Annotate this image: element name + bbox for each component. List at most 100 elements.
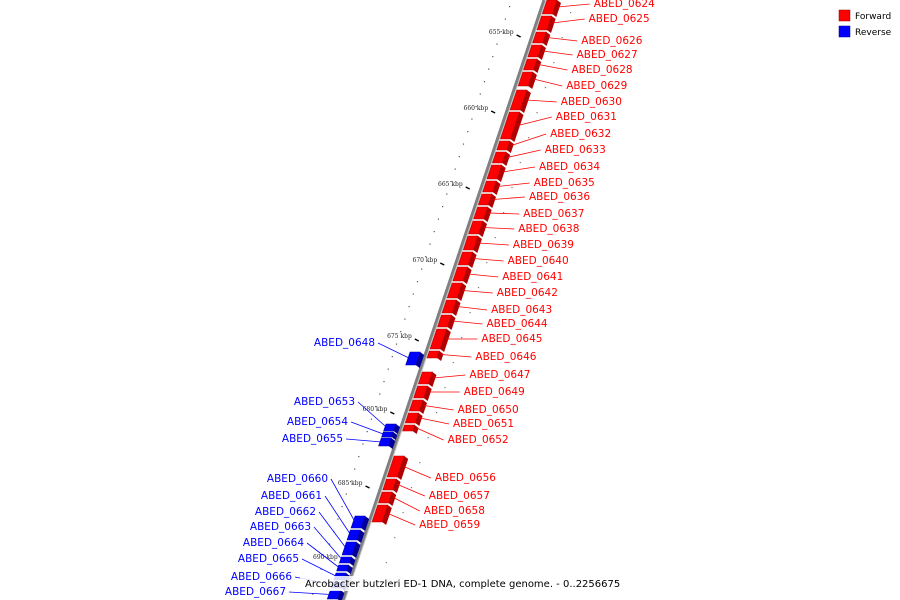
forward-gene[interactable]	[477, 193, 496, 208]
reverse-gene-label[interactable]: ABED_0662	[255, 506, 316, 518]
gene-side	[392, 479, 401, 493]
forward-gene[interactable]	[532, 31, 551, 46]
reverse-gene-label[interactable]: ABED_0661	[261, 490, 322, 502]
reverse-gene[interactable]	[341, 541, 361, 558]
forward-gene-label[interactable]: ABED_0641	[502, 271, 563, 283]
forward-gene-label[interactable]: ABED_0642	[497, 287, 558, 299]
reverse-gene-label[interactable]: ABED_0654	[287, 416, 348, 428]
forward-gene-label[interactable]: ABED_0634	[539, 161, 600, 173]
forward-gene-label[interactable]: ABED_0651	[453, 418, 514, 430]
forward-gene[interactable]	[541, 0, 561, 17]
forward-gene-label[interactable]: ABED_0636	[529, 191, 590, 203]
forward-gene[interactable]	[386, 455, 409, 480]
reverse-gene-label[interactable]: ABED_0665	[238, 553, 299, 565]
reverse-gene[interactable]	[383, 423, 400, 434]
forward-gene[interactable]	[509, 89, 531, 113]
reverse-gene[interactable]	[338, 556, 356, 566]
forward-gene[interactable]	[426, 350, 444, 361]
forward-gene[interactable]	[486, 164, 506, 182]
minor-tick-dot	[387, 368, 389, 370]
gene-side	[497, 165, 506, 182]
forward-gene-label[interactable]: ABED_0625	[589, 13, 650, 25]
forward-gene[interactable]	[457, 251, 477, 268]
forward-gene[interactable]	[523, 58, 542, 73]
minor-tick-dots	[312, 6, 572, 595]
forward-gene-label[interactable]: ABED_0640	[508, 255, 569, 267]
forward-gene[interactable]	[417, 371, 437, 387]
reverse-gene[interactable]	[326, 589, 345, 600]
forward-gene-label[interactable]: ABED_0643	[491, 304, 552, 316]
forward-gene[interactable]	[473, 206, 492, 222]
forward-gene[interactable]	[441, 299, 461, 316]
forward-gene-label[interactable]: ABED_0632	[550, 128, 611, 140]
forward-gene[interactable]	[404, 412, 423, 426]
reverse-gene[interactable]	[381, 431, 398, 440]
forward-gene-label[interactable]: ABED_0628	[572, 64, 633, 76]
forward-gene-label[interactable]: ABED_0650	[458, 404, 519, 416]
forward-gene-label[interactable]: ABED_0657	[429, 490, 490, 502]
reverse-gene-label[interactable]: ABED_0653	[294, 396, 355, 408]
forward-gene-label[interactable]: ABED_0631	[556, 111, 617, 123]
forward-gene-label[interactable]: ABED_0637	[523, 208, 584, 220]
forward-gene[interactable]	[446, 282, 467, 301]
forward-gene-label[interactable]: ABED_0627	[577, 49, 638, 61]
forward-gene[interactable]	[536, 15, 556, 33]
forward-gene-label[interactable]: ABED_0638	[518, 223, 579, 235]
gene-side	[483, 207, 492, 222]
minor-tick-dot	[467, 131, 469, 133]
reverse-gene-label[interactable]: ABED_0667	[225, 586, 286, 598]
gene-side	[419, 400, 427, 414]
reverse-gene-label[interactable]: ABED_0648	[314, 337, 375, 349]
reverse-gene[interactable]	[350, 515, 370, 531]
forward-gene-label[interactable]: ABED_0659	[419, 519, 480, 531]
forward-gene-label[interactable]: ABED_0658	[424, 505, 485, 517]
forward-gene-label[interactable]: ABED_0639	[513, 239, 574, 251]
forward-gene-label[interactable]: ABED_0645	[481, 333, 542, 345]
reverse-gene[interactable]	[346, 529, 365, 543]
forward-gene[interactable]	[527, 44, 546, 60]
forward-gene[interactable]	[482, 180, 501, 195]
forward-gene[interactable]	[517, 71, 537, 89]
reverse-gene-label[interactable]: ABED_0664	[243, 537, 304, 549]
forward-gene[interactable]	[413, 385, 432, 401]
tick-mark	[439, 262, 445, 266]
forward-gene[interactable]	[437, 314, 456, 330]
forward-gene[interactable]	[429, 328, 451, 352]
forward-gene[interactable]	[496, 140, 514, 153]
forward-gene-label[interactable]: ABED_0656	[435, 472, 496, 484]
forward-gene-label[interactable]: ABED_0635	[534, 177, 595, 189]
minor-tick-dot	[421, 268, 423, 270]
forward-gene[interactable]	[468, 220, 487, 237]
forward-gene-label[interactable]: ABED_0644	[487, 318, 548, 330]
reverse-gene[interactable]	[405, 351, 425, 368]
gene-side	[361, 516, 370, 531]
forward-gene-label[interactable]: ABED_0646	[475, 351, 536, 363]
reverse-gene-label[interactable]: ABED_0666	[231, 571, 292, 583]
forward-gene[interactable]	[462, 235, 482, 253]
forward-gene[interactable]	[371, 504, 392, 525]
forward-gene-label[interactable]: ABED_0652	[448, 434, 509, 446]
forward-gene-label[interactable]: ABED_0633	[545, 144, 606, 156]
forward-gene[interactable]	[402, 424, 419, 434]
gene-side	[346, 565, 353, 574]
reverse-gene-label[interactable]: ABED_0663	[250, 521, 311, 533]
reverse-gene[interactable]	[336, 564, 353, 574]
reverse-gene-label[interactable]: ABED_0660	[267, 473, 328, 485]
minor-tick-dot	[328, 543, 331, 545]
forward-gene[interactable]	[408, 399, 427, 414]
forward-gene[interactable]	[452, 266, 472, 284]
forward-gene-label[interactable]: ABED_0626	[581, 35, 642, 47]
minor-tick-dot	[436, 412, 438, 414]
forward-gene[interactable]	[382, 478, 401, 493]
forward-gene[interactable]	[491, 151, 511, 166]
forward-gene-label[interactable]: ABED_0624	[594, 0, 655, 10]
reverse-gene[interactable]	[378, 437, 396, 449]
forward-gene[interactable]	[378, 491, 397, 506]
forward-gene-label[interactable]: ABED_0629	[566, 80, 627, 92]
forward-gene-label[interactable]: ABED_0649	[464, 386, 525, 398]
reverse-gene-label[interactable]: ABED_0655	[282, 433, 343, 445]
forward-gene[interactable]	[499, 111, 524, 142]
forward-gene-label[interactable]: ABED_0630	[561, 96, 622, 108]
forward-genes: ABED_0624 ABED_0625 ABED_0626 ABED_0627 ABED…	[371, 0, 655, 531]
forward-gene-label[interactable]: ABED_0647	[469, 369, 530, 381]
